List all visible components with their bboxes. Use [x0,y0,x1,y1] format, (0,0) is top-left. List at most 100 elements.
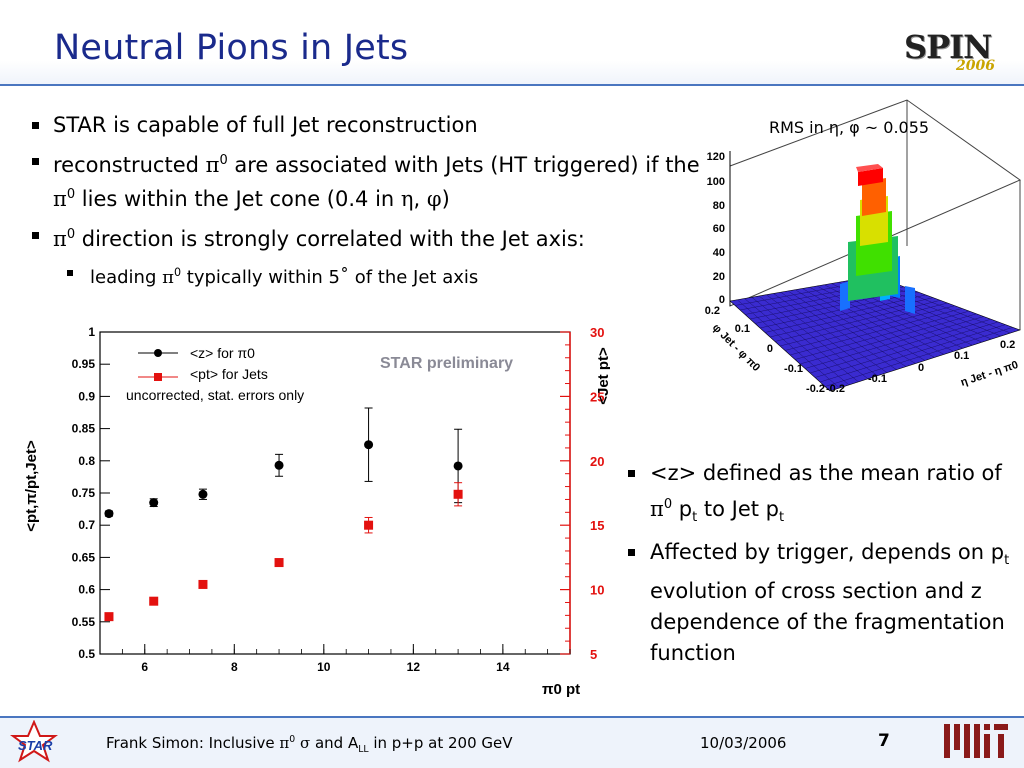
y-left-tick-label: 0.85 [72,422,96,436]
lego-phi-tick-1: 0.2 [705,305,720,317]
y-left-tick-label: 0.75 [72,486,96,500]
y-right-tick-label: 20 [590,454,604,469]
right-bullets: <z> defined as the mean ratio of π0 pt t… [626,458,1018,673]
chart-legend: <z> for π0 <pt> for Jets uncorrected, st… [126,345,304,403]
lego-base-surface [729,275,1021,392]
lego-phi-tick-2: 0.1 [735,323,750,335]
y-left-tick-label: 0.6 [78,583,95,597]
plot-frame [99,331,571,655]
lego-tower-outer-right [905,286,915,314]
y-right-tick-label: 15 [590,518,604,533]
lego-tower-orange [862,178,886,216]
y-left-tick-label: 0.95 [72,357,96,371]
rms-label: RMS in η, φ ~ 0.055 [769,118,930,137]
footer-divider [0,716,1024,718]
spin-logo-text: SPIN [904,28,992,66]
watermark: STAR preliminary [380,355,513,372]
star-logo-text: STAR [18,738,53,753]
y-left-tick-label: 0.65 [72,550,96,564]
lego-plot-svg: 120 100 80 60 40 20 0 0.2 0.1 0 -0.1 -0.… [705,99,1022,395]
lego-grid-line [819,324,1006,383]
y-axis-right-label: <Jet pt> [595,347,610,405]
page-number: 7 [878,731,890,751]
lego-grid-line [789,308,963,356]
lego-grid [734,277,1013,389]
x-tick-label: 8 [231,660,238,674]
mit-bar-5 [984,724,990,730]
legend-label-z: <z> for π0 [190,345,255,361]
y-axis-left-label: <pt,π/pt,Jet> [23,440,40,532]
x-tick-label: 6 [141,660,148,674]
data-point-jet-pt [453,489,463,499]
data-point-z [453,461,463,471]
lego-eta-tick-3: 0 [918,362,924,374]
mit-bar-2 [954,724,960,750]
y-right-tick-label: 5 [590,647,597,662]
mit-bar-8 [998,734,1004,758]
lego-z-tick-0: 0 [719,294,725,306]
lego-tower-outer-left [840,281,850,311]
mit-bar-7 [994,724,1008,730]
data-point-jet-pt [364,520,374,530]
lego-grid-line [779,302,948,347]
lego-eta-tick-5: 0.2 [1000,339,1015,351]
data-point-jet-pt [198,579,208,589]
slide-footer [0,716,1024,768]
mit-logo [944,724,1008,758]
slide-title: Neutral Pions in Jets [54,28,409,68]
x-axis-label: π0 pt [542,681,580,698]
mit-bar-1 [944,724,950,758]
lego-phi-tick-3: 0 [767,343,773,355]
lego-z-tick-100: 100 [707,176,725,188]
y-left-tick-label: 0.55 [72,615,96,629]
lego-eta-tick-4: 0.1 [954,350,969,362]
data-point-jet-pt [104,612,114,622]
lego-z-tick-20: 20 [713,271,725,283]
chart-svg: 6 8 10 12 14 0.5 0.55 0.6 0.65 0.7 0.75 0.8 0.85 0.9 0… [23,325,612,698]
lego-tower-top [856,164,883,172]
y-left-tick-label: 0.9 [78,389,95,403]
right-bullet-2: Affected by trigger, depends on pt evolu… [626,537,1018,669]
main-bullets: STAR is capable of full Jet reconstructi… [28,110,708,291]
y-left-tick-label: 0.8 [78,454,95,468]
y-left-tick-label: 1 [88,325,95,339]
y-right-tick-label: 30 [590,325,604,340]
lego-grid-line [816,285,945,355]
data-point-z [149,498,159,508]
lego-grid-line [814,321,999,378]
legend-marker-pt [154,373,162,381]
lego-grid-line [784,305,955,351]
mit-bar-3 [964,724,970,758]
data-point-jet-pt [149,596,159,606]
z-vs-pt-chart: 6 8 10 12 14 0.5 0.55 0.6 0.65 0.7 0.75 0.8 0.85 0.9 0… [20,316,612,712]
x-tick-label: 12 [407,660,421,674]
legend-note: uncorrected, stat. errors only [126,387,304,403]
legend-marker-z [154,349,162,357]
right-bullet-1: <z> defined as the mean ratio of π0 pt t… [626,458,1018,533]
x-tick-label: 14 [496,660,510,674]
x-tick-label: 10 [317,660,331,674]
lego-grid-line [809,318,992,374]
lego-grid-line [824,327,1013,387]
footer-date: 10/03/2006 [700,734,787,752]
slide-header [0,0,1024,86]
lego-phi-tick-5: -0.2 [806,383,825,395]
lego-eta-axis-label: η Jet - η π0 [959,359,1020,389]
lego-phi-tick-4: -0.1 [784,363,803,375]
lego-eta-tick-2: -0.1 [868,373,887,385]
points-group [104,407,463,622]
lego-z-tick-120: 120 [707,151,725,163]
y-right-tick-label: 10 [590,583,604,598]
lego-grid-line [794,310,970,360]
y-left-tick-label: 0.5 [78,647,95,661]
data-point-jet-pt [274,558,284,568]
spin-2006-logo: SPIN 2006 [900,26,1010,80]
lego-grid-line [799,313,977,365]
y-left-tick-label: 0.7 [78,518,95,532]
lego-plot: 120 100 80 60 40 20 0 0.2 0.1 0 -0.1 -0.… [700,96,1024,400]
data-point-z [104,509,114,519]
lego-grid-line [804,316,984,369]
data-point-z [274,460,284,470]
axes-group: 6 8 10 12 14 0.5 0.55 0.6 0.65 0.7 0.75 0.8 0.85 0.9 0… [72,325,605,674]
lego-z-tick-80: 80 [713,200,725,212]
